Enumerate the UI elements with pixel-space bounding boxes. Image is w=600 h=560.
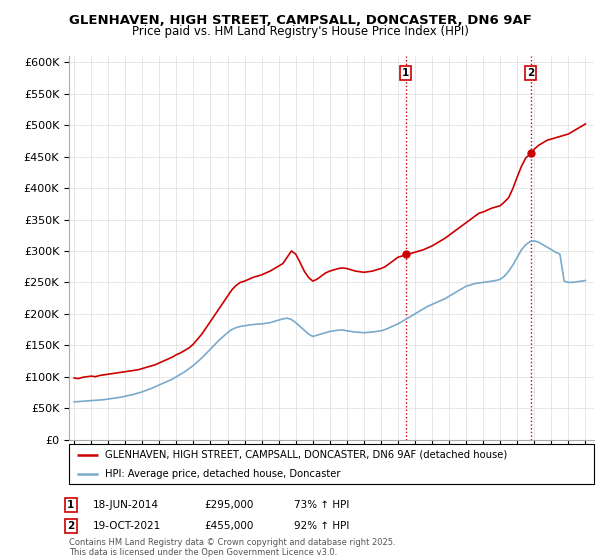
- Text: 73% ↑ HPI: 73% ↑ HPI: [294, 500, 349, 510]
- Text: Contains HM Land Registry data © Crown copyright and database right 2025.
This d: Contains HM Land Registry data © Crown c…: [69, 538, 395, 557]
- Text: GLENHAVEN, HIGH STREET, CAMPSALL, DONCASTER, DN6 9AF (detached house): GLENHAVEN, HIGH STREET, CAMPSALL, DONCAS…: [105, 450, 507, 460]
- Text: 2: 2: [527, 68, 535, 78]
- Text: 1: 1: [67, 500, 74, 510]
- Text: £455,000: £455,000: [204, 521, 253, 531]
- Text: Price paid vs. HM Land Registry's House Price Index (HPI): Price paid vs. HM Land Registry's House …: [131, 25, 469, 38]
- Text: GLENHAVEN, HIGH STREET, CAMPSALL, DONCASTER, DN6 9AF: GLENHAVEN, HIGH STREET, CAMPSALL, DONCAS…: [68, 14, 532, 27]
- Text: £295,000: £295,000: [204, 500, 253, 510]
- Text: 18-JUN-2014: 18-JUN-2014: [93, 500, 159, 510]
- Text: 19-OCT-2021: 19-OCT-2021: [93, 521, 161, 531]
- Text: HPI: Average price, detached house, Doncaster: HPI: Average price, detached house, Donc…: [105, 469, 340, 478]
- Text: 92% ↑ HPI: 92% ↑ HPI: [294, 521, 349, 531]
- Text: 1: 1: [402, 68, 409, 78]
- Text: 2: 2: [67, 521, 74, 531]
